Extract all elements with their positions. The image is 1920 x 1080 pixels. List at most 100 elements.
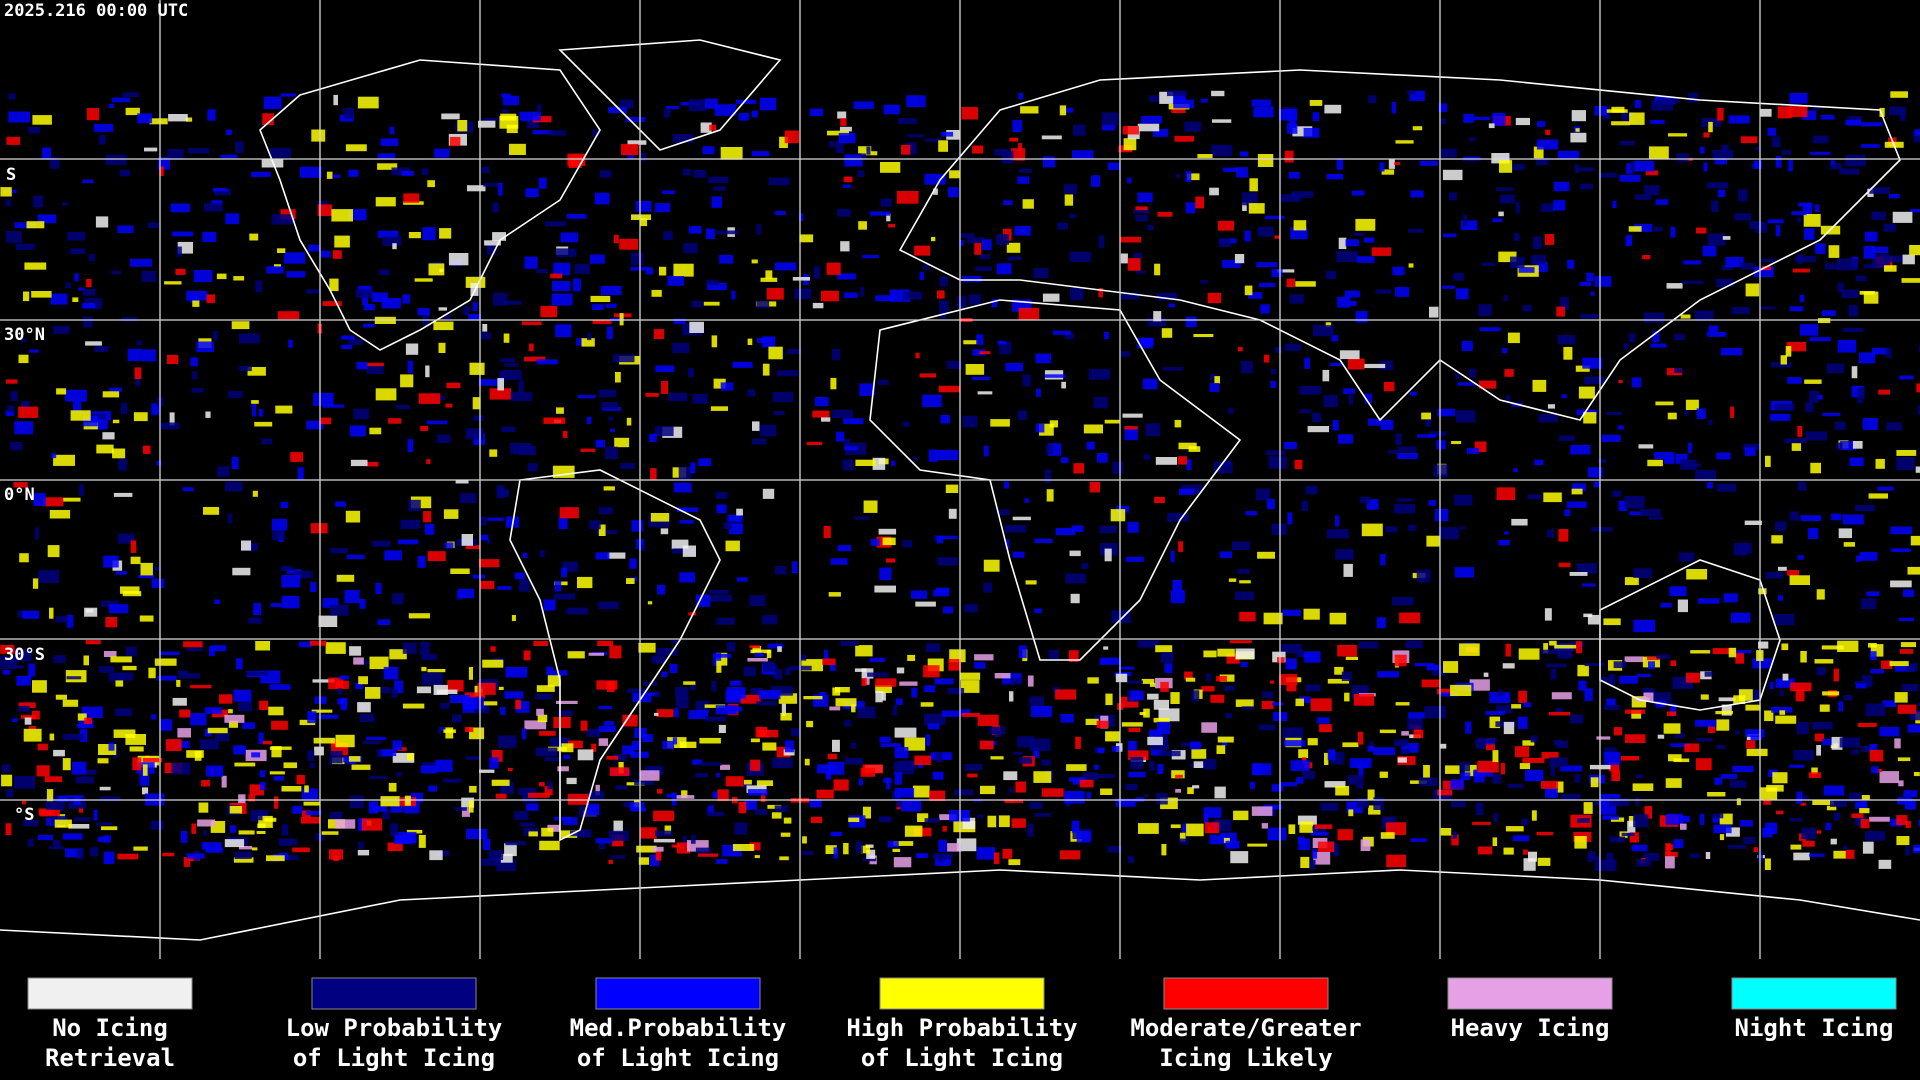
icing-patch [1475,803,1484,815]
icing-patch [799,213,804,222]
icing-patch [1619,141,1635,146]
icing-patch [76,724,86,728]
icing-patch [251,171,271,177]
icing-patch [778,693,797,704]
icing-patch [1230,851,1249,864]
icing-patch [1247,292,1263,299]
icing-patch [1889,661,1909,667]
icing-patch [488,850,504,860]
icing-patch [894,727,917,738]
icing-patch [1379,771,1388,778]
icing-patch [1599,677,1612,683]
icing-patch [1450,684,1472,696]
icing-patch [1459,643,1480,656]
icing-patch [747,338,753,345]
icing-patch [462,700,475,713]
icing-patch [334,235,350,248]
icing-patch [1195,196,1204,209]
icing-patch [1184,121,1202,132]
icing-patch [100,796,121,802]
icing-patch [345,144,367,152]
icing-patch [723,522,732,530]
icing-patch [1001,150,1014,164]
icing-patch [1781,643,1789,651]
icing-patch [1320,802,1339,811]
icing-patch [167,149,184,160]
icing-patch [832,409,853,418]
icing-patch [1033,268,1049,279]
icing-patch [78,287,85,291]
icing-patch [935,855,952,866]
icing-patch [1337,296,1351,308]
icing-patch [1845,849,1855,859]
icing-patch [1563,347,1573,360]
icing-patch [141,270,157,282]
icing-patch [1145,423,1160,437]
icing-patch [1239,611,1256,622]
icing-patch [1612,490,1622,497]
icing-patch [113,729,136,738]
icing-patch [248,794,255,802]
eurasia [898,69,1901,422]
icing-patch [1865,831,1886,841]
icing-patch [1477,760,1499,773]
icing-patch [1250,781,1255,790]
icing-patch [928,449,939,462]
icing-patch [949,649,966,663]
icing-patch [757,338,770,343]
icing-patch [1291,191,1314,198]
icing-patch [472,574,485,579]
icing-patch [176,679,181,687]
icing-patch [1635,697,1650,702]
icing-patch [879,736,891,743]
icing-patch [1837,258,1859,271]
icing-patch [1443,233,1457,238]
icing-patch [1550,668,1557,680]
icing-patch [1536,831,1554,836]
icing-patch [1059,105,1067,116]
icing-patch [557,766,569,772]
icing-patch [440,727,446,731]
icing-patch [911,590,928,599]
icing-patch [762,363,770,376]
icing-patch [560,830,578,838]
icing-patch [1018,92,1024,100]
icing-patch [46,789,54,802]
icing-patch [1371,247,1392,256]
icing-patch [1358,641,1379,649]
icing-patch [747,389,756,397]
icing-patch [1575,128,1580,132]
icing-patch [1797,555,1804,560]
icing-patch [1700,694,1709,700]
icing-patch [1316,717,1330,724]
icing-patch [1185,202,1196,214]
icing-patch [1426,664,1439,671]
icing-patch [687,840,709,852]
icing-patch [1235,648,1255,659]
icing-patch [1107,846,1123,853]
icing-patch [501,93,511,98]
icing-patch [1502,663,1515,669]
icing-patch [1384,381,1395,392]
icing-patch [211,645,227,652]
icing-patch [720,382,734,391]
icing-patch [444,314,451,319]
icing-patch [911,687,918,698]
icing-patch [675,687,689,699]
icing-patch [1854,816,1867,826]
icing-patch [1699,813,1705,825]
icing-patch [1816,666,1826,676]
icing-patch [1758,641,1769,649]
icing-patch [418,393,441,404]
icing-patch [1335,785,1350,796]
icing-patch [6,789,14,798]
icing-patch [213,188,231,196]
icing-patch [837,545,852,552]
icing-patch [830,377,837,390]
icing-patch [303,801,320,806]
icing-patch [1301,501,1309,511]
icing-patch [872,457,886,470]
icing-patch [1771,535,1783,544]
icing-patch [962,817,976,829]
icing-patch [1479,327,1501,332]
